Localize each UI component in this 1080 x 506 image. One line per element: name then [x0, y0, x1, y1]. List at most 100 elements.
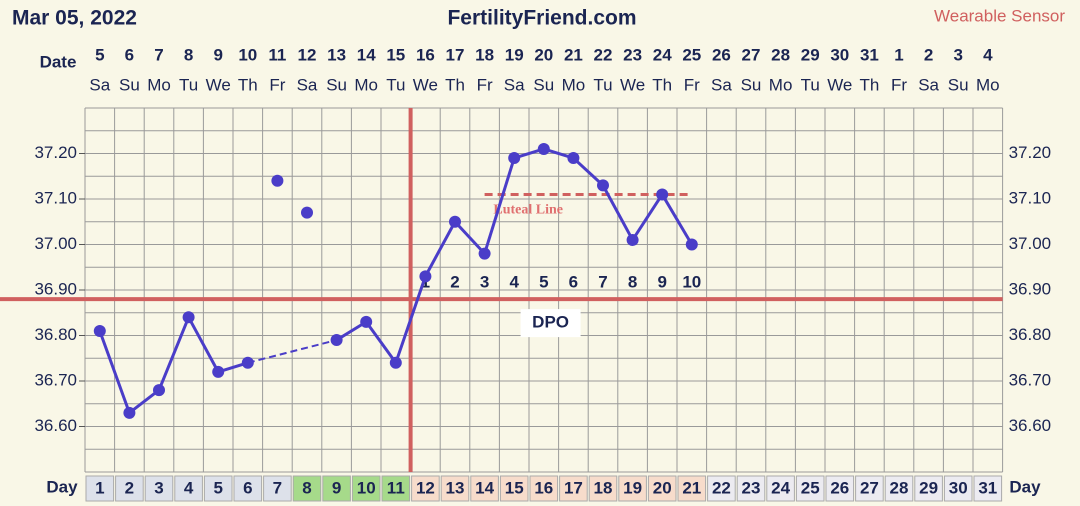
- weekday-label: Fr: [891, 75, 907, 94]
- day-number: 13: [446, 478, 465, 497]
- dpo-number: 4: [509, 273, 519, 292]
- date-label: 13: [327, 45, 346, 64]
- day-number: 20: [653, 478, 672, 497]
- temp-line: [187, 316, 220, 373]
- day-cell: [411, 475, 440, 502]
- day-cell: [707, 475, 736, 502]
- day-number: 15: [505, 478, 524, 497]
- dpo-number: 9: [657, 273, 666, 292]
- day-cell: [203, 475, 233, 502]
- weekday-label: Mo: [562, 75, 586, 94]
- temp-line: [483, 157, 516, 255]
- weekday-label: Th: [652, 75, 672, 94]
- temp-point: [419, 270, 432, 283]
- date-label: 10: [238, 45, 257, 64]
- day-number: 3: [154, 478, 163, 497]
- temp-point: [389, 356, 402, 369]
- weekday-label: Sa: [297, 75, 318, 94]
- temp-line: [364, 320, 398, 364]
- day-number: 19: [623, 478, 642, 497]
- temp-line: [424, 221, 457, 278]
- weekday-label: Su: [119, 75, 140, 94]
- date-label: 6: [125, 45, 134, 64]
- temp-line: [157, 316, 190, 391]
- y-tick-label: 36.60: [34, 416, 77, 435]
- temp-point: [360, 315, 373, 328]
- weekday-label: Su: [326, 75, 347, 94]
- y-tick-label: 37.00: [34, 234, 77, 253]
- date-label: 31: [860, 45, 879, 64]
- weekday-label: Fr: [269, 75, 285, 94]
- day-cell: [884, 475, 914, 502]
- y-tick-label: 37.10: [1009, 188, 1052, 207]
- date-label: 20: [534, 45, 553, 64]
- temp-line: [601, 184, 634, 241]
- day-cell: [144, 475, 174, 502]
- date-label: 1: [894, 45, 903, 64]
- date-label: 22: [594, 45, 613, 64]
- day-number: 23: [742, 478, 761, 497]
- date-label: 17: [446, 45, 465, 64]
- temp-point: [182, 311, 195, 324]
- y-tick-label: 36.80: [1009, 325, 1052, 344]
- weekday-label: Mo: [976, 75, 1000, 94]
- temp-point: [685, 238, 698, 251]
- chart-date: Mar 05, 2022: [12, 7, 137, 30]
- day-cell: [855, 475, 884, 502]
- date-label: 27: [742, 45, 761, 64]
- weekday-label: Th: [859, 75, 879, 94]
- y-tick-label: 36.60: [1009, 416, 1052, 435]
- date-label: 23: [623, 45, 642, 64]
- day-number: 12: [416, 478, 435, 497]
- temp-line: [572, 156, 605, 187]
- day-cell: [322, 475, 351, 502]
- weekday-label: Th: [445, 75, 465, 94]
- temp-point: [597, 179, 609, 192]
- dpo-number: 7: [598, 273, 607, 292]
- temp-point: [93, 324, 106, 337]
- temp-point: [508, 152, 521, 165]
- y-tick-label: 36.70: [1009, 370, 1052, 389]
- weekday-label: Sa: [711, 75, 732, 94]
- weekday-label: We: [620, 75, 645, 94]
- day-cell: [440, 475, 470, 502]
- date-label: 16: [416, 45, 435, 64]
- day-cell: [470, 475, 499, 502]
- day-number: 24: [771, 478, 790, 497]
- day-cell: [766, 475, 795, 502]
- excluded-point: [301, 206, 313, 219]
- dpo-number: 3: [480, 273, 489, 292]
- weekday-label: Sa: [918, 75, 939, 94]
- chart-title: FertilityFriend.com: [447, 7, 636, 30]
- date-label: 5: [95, 45, 104, 64]
- weekday-label: Fr: [684, 75, 700, 94]
- day-cell: [795, 475, 825, 502]
- y-tick-label: 37.20: [1009, 143, 1052, 162]
- day-number: 10: [357, 478, 376, 497]
- date-label: 24: [653, 45, 672, 64]
- day-number: 31: [978, 478, 997, 497]
- temp-point: [212, 365, 225, 378]
- day-cell: [973, 475, 1003, 502]
- temp-point: [449, 215, 461, 228]
- temp-point: [478, 247, 491, 260]
- y-tick-label: 36.90: [34, 279, 77, 298]
- dpo-box: [520, 309, 581, 338]
- day-cell: [381, 475, 411, 502]
- day-number: 28: [890, 478, 909, 497]
- day-cell: [529, 475, 559, 502]
- day-cell: [559, 475, 588, 502]
- day-cell: [647, 475, 677, 502]
- day-number: 11: [387, 478, 405, 497]
- temp-line: [98, 330, 131, 414]
- temp-line: [660, 193, 694, 246]
- date-label: 19: [505, 45, 524, 64]
- temp-point: [241, 356, 254, 369]
- weekday-label: Sa: [504, 75, 525, 94]
- temp-point: [626, 233, 639, 246]
- date-label: 4: [983, 45, 993, 64]
- date-label: 11: [268, 45, 286, 64]
- day-cell: [174, 475, 203, 502]
- day-cell: [292, 475, 322, 502]
